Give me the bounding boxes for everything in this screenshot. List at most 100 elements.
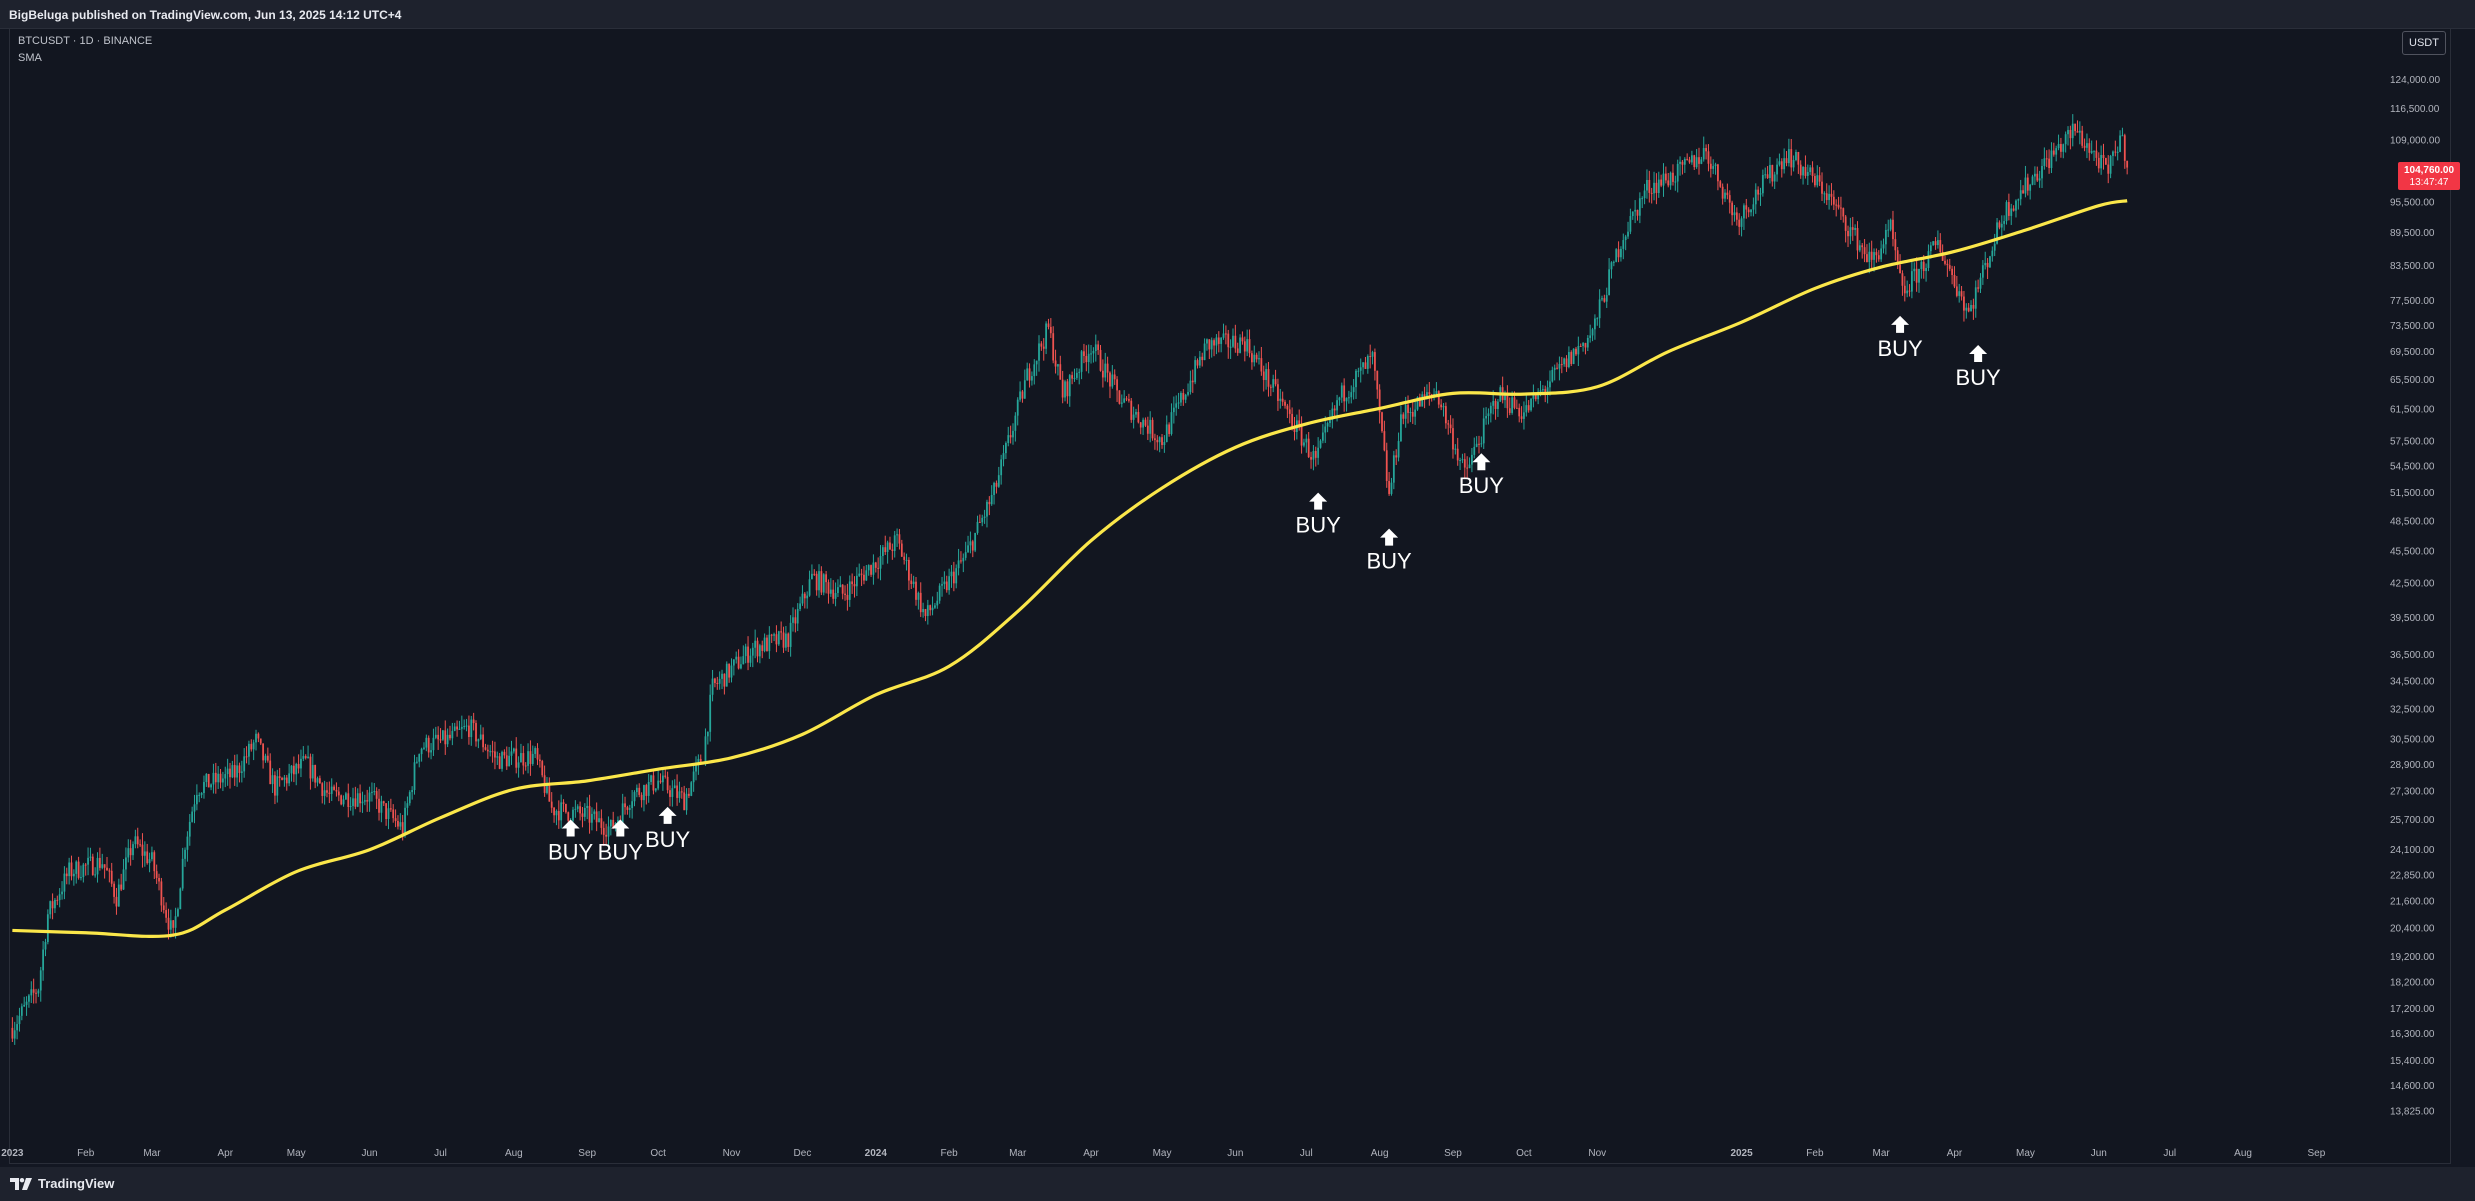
symbol-legend[interactable]: BTCUSDT · 1D · BINANCE — [18, 35, 153, 47]
chart-pane[interactable] — [9, 28, 2451, 1164]
candle-body — [1849, 227, 1852, 237]
time-tick-label: Aug — [1371, 1148, 1389, 1159]
candle-body — [912, 581, 915, 585]
candle-body — [70, 862, 73, 877]
candle-body — [794, 617, 797, 624]
candle-body — [1071, 375, 1074, 379]
tradingview-logo[interactable]: TradingView — [10, 1176, 114, 1191]
candle-body — [1636, 209, 1639, 216]
candle-body — [1241, 337, 1244, 342]
candle-body — [640, 794, 643, 801]
candle-body — [1281, 398, 1284, 402]
candle-body — [896, 534, 898, 536]
candle-body — [1915, 268, 1918, 283]
candle-body — [18, 1015, 21, 1025]
candle-body — [747, 646, 749, 663]
time-tick-label: Jun — [2091, 1148, 2107, 1159]
candle-body — [1180, 393, 1182, 403]
candle-body — [1837, 204, 1840, 208]
candle-body — [1248, 339, 1251, 354]
time-tick-label: Sep — [578, 1148, 596, 1159]
candle-body — [477, 739, 480, 742]
footer-bar — [0, 1167, 2475, 1201]
candle-body — [1773, 174, 1776, 182]
candle-body — [1735, 212, 1738, 220]
candle-body — [2052, 150, 2055, 155]
candle-body — [1189, 380, 1192, 392]
candle-body — [212, 772, 215, 785]
indicator-legend[interactable]: SMA — [18, 52, 42, 64]
candle-body — [1234, 335, 1237, 349]
candle-body — [1605, 295, 1608, 302]
candle-body — [1482, 418, 1485, 444]
candle-body — [524, 765, 527, 767]
candle-body — [1471, 454, 1473, 465]
candle-body — [756, 640, 759, 657]
candle-body — [2104, 158, 2107, 165]
candle-body — [397, 820, 399, 827]
candle-body — [2083, 145, 2086, 148]
candle-body — [1546, 387, 1549, 392]
candle-body — [68, 862, 71, 877]
candle-body — [1601, 298, 1603, 300]
candle-body — [1672, 172, 1674, 182]
candle-body — [72, 873, 75, 877]
candle-body — [2024, 177, 2027, 194]
candle-body — [1676, 163, 1679, 182]
candle-body — [699, 758, 702, 763]
candle-body — [685, 793, 688, 811]
candle-body — [115, 896, 118, 907]
candle-body — [2050, 150, 2053, 169]
candle-body — [986, 501, 988, 517]
tradingview-logo-icon — [10, 1177, 32, 1190]
candle-body — [333, 786, 335, 790]
candle-body — [889, 542, 891, 550]
candle-body — [557, 810, 560, 821]
candle-body — [1267, 369, 1270, 387]
price-tick-label: 42,500.00 — [2390, 578, 2435, 589]
candle-body — [1480, 443, 1483, 445]
candle-body — [1125, 398, 1128, 400]
time-tick-label: Sep — [1444, 1148, 1462, 1159]
candle-body — [598, 818, 600, 823]
candle-body — [1795, 151, 1797, 161]
candle-body — [1012, 430, 1014, 438]
candle-body — [1738, 219, 1741, 227]
time-axis[interactable]: 2023 Feb Mar Apr May Jun Jul Aug Sep Oct Nov Dec 202… — [1, 1148, 2325, 1159]
candle-body — [1203, 343, 1206, 361]
candle-body — [1094, 344, 1097, 352]
candle-body — [664, 775, 667, 777]
candle-body — [1842, 208, 1845, 217]
candle-body — [2095, 150, 2098, 158]
candle-body — [1565, 358, 1568, 368]
candle-body — [541, 761, 544, 776]
candle-body — [2000, 223, 2003, 228]
currency-button[interactable]: USDT — [2402, 31, 2446, 55]
candle-body — [858, 573, 861, 576]
candle-body — [595, 811, 598, 823]
candle-body — [844, 593, 846, 595]
candle-body — [77, 861, 80, 878]
candle-body — [1345, 397, 1348, 402]
price-axis[interactable]: 124,000.00 116,500.00 109,000.00 95,500.00 8… — [2390, 75, 2440, 1118]
time-tick-label: 2024 — [865, 1148, 888, 1159]
price-tick-label: 73,500.00 — [2390, 321, 2435, 332]
candle-body — [399, 822, 402, 827]
candle-body — [11, 1027, 14, 1039]
candle-body — [1941, 251, 1944, 261]
candle-body — [1054, 360, 1057, 367]
candle-body — [1766, 174, 1769, 179]
candle-body — [1466, 467, 1469, 469]
candle-body — [2045, 158, 2048, 160]
candle-body — [169, 920, 172, 930]
candle-body — [1778, 161, 1781, 165]
candle-body — [1780, 161, 1783, 170]
candle-body — [444, 730, 447, 745]
candle-body — [1504, 394, 1506, 401]
candle-body — [1452, 428, 1454, 450]
candle-body — [657, 780, 660, 789]
candle-body — [919, 592, 922, 613]
candle-body — [214, 772, 217, 783]
up-arrow-icon — [1891, 315, 1910, 333]
